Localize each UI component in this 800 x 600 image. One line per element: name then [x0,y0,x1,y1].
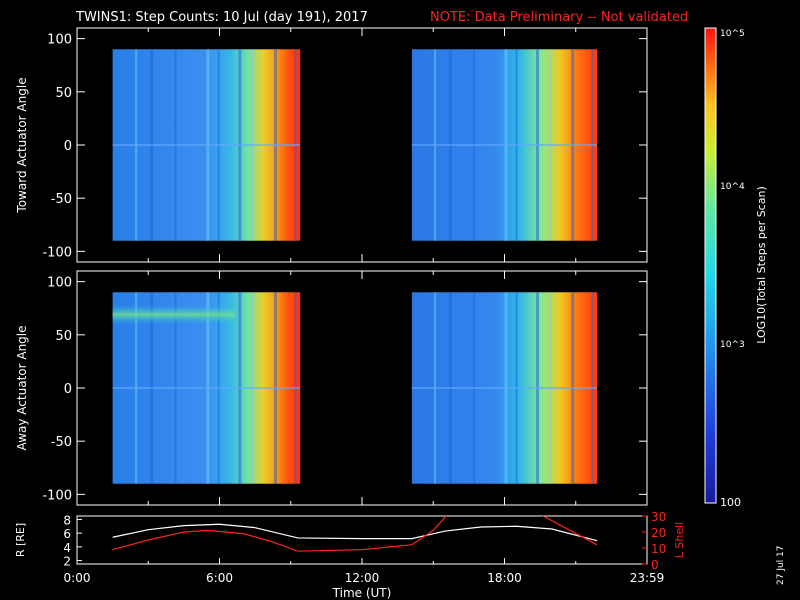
orbit-panel-frame [76,515,648,565]
orbit-lines [112,516,598,552]
chart-title: TWINS1: Step Counts: 10 Jul (day 191), 2… [75,10,368,25]
y-tick-label: 100 [47,33,72,48]
zero-angle-line [112,144,301,146]
y-tick-label: -50 [51,192,72,207]
x-tick-label: 6:00 [206,571,233,585]
preliminary-note: NOTE: Data Preliminary -- Not validated [430,10,688,25]
y-tick-label: 0 [64,382,72,397]
orbit-left-tick-label: 4 [63,541,71,555]
high-angle-band [112,305,235,325]
x-tick-label: 18:00 [487,571,522,585]
orbit-right-tick-label: 30 [651,510,666,524]
radius-line [112,523,598,542]
orbit-left-tick-label: 6 [63,527,71,541]
colorbar [704,27,717,504]
y-tick-label: -100 [42,245,72,260]
zero-angle-line [411,144,598,146]
y-tick-label: -50 [51,435,72,450]
colorbar-tick-1e4: 10^4 [720,182,745,192]
x-tick-label: 12:00 [345,571,380,585]
toward-ylabel: Toward Actuator Angle [15,77,29,213]
lshell-line [112,516,598,552]
orbit-left-tick-label: 2 [63,555,71,569]
orbit-left-tick-label: 8 [63,513,71,527]
zero-angle-line [112,387,301,389]
away-heatmap [112,292,598,484]
toward-heatmap [112,49,598,241]
orbit-ylabel-right: L Shell [673,522,686,558]
zero-angle-line [411,387,598,389]
y-tick-label: -100 [42,488,72,503]
orbit-right-tick-label: 10 [651,542,666,556]
colorbar-tick-1e3: 10^3 [720,340,745,350]
x-axis-label: Time (UT) [332,586,392,600]
y-tick-label: 100 [47,276,72,291]
orbit-right-tick-label: 20 [651,526,666,540]
x-tick-label: 0:00 [64,571,91,585]
date-stamp: 27 Jul 17 [776,545,786,586]
orbit-right-tick-label: 0 [651,558,659,572]
y-tick-label: 50 [55,86,72,101]
away-ylabel: Away Actuator Angle [15,325,29,450]
y-tick-label: 50 [55,329,72,344]
colorbar-tick-100: 100 [720,496,741,509]
colorbar-label: LOG10(Total Steps per Scan) [755,186,768,343]
orbit-ylabel-left: R [RE] [14,523,27,557]
y-tick-label: 0 [64,139,72,154]
colorbar-tick-1e5: 10^5 [720,29,745,39]
x-tick-label: 23:59 [630,571,665,585]
